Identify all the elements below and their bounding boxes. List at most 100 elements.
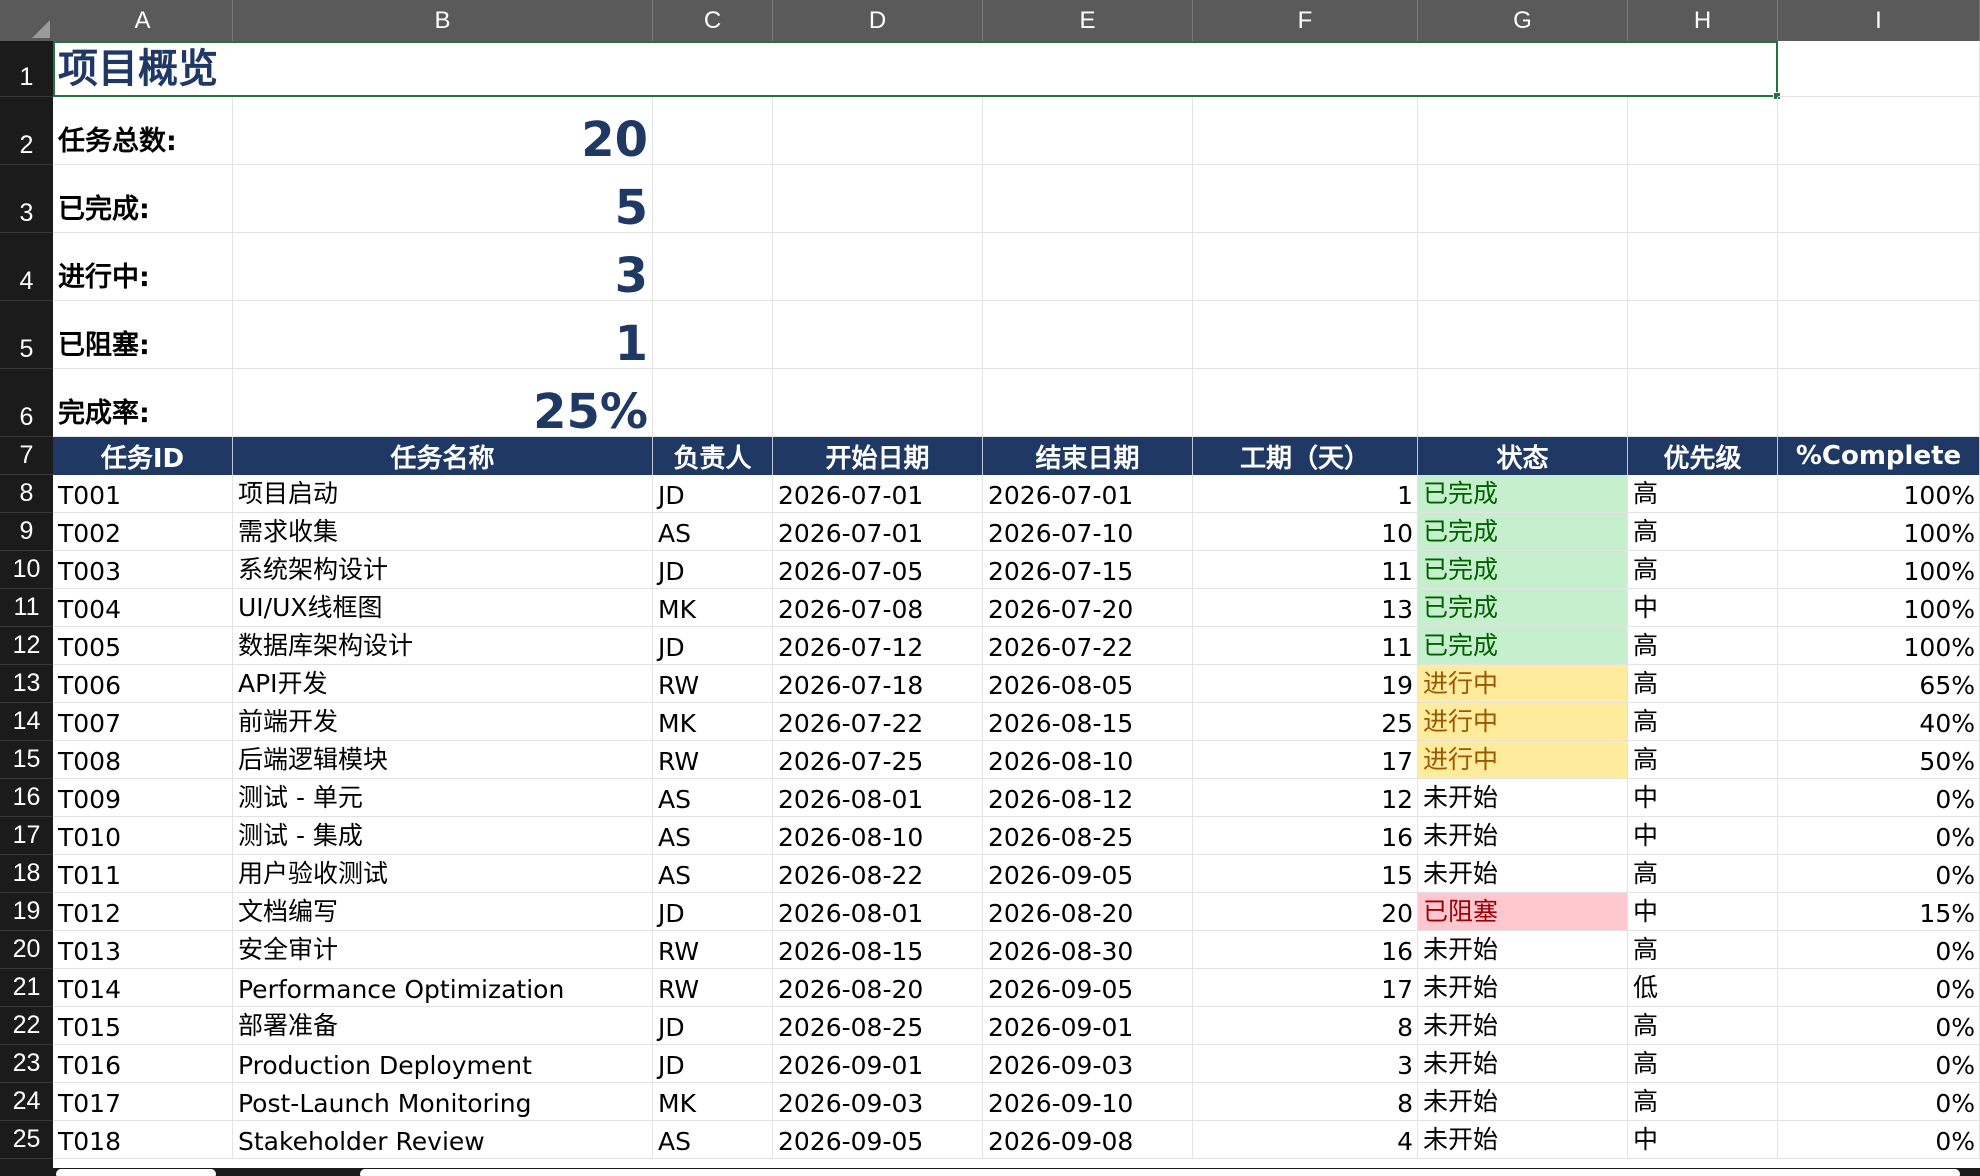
table-cell[interactable]: T003	[53, 551, 233, 589]
table-cell[interactable]: 低	[1628, 969, 1778, 1007]
row-header-4[interactable]: 4	[0, 233, 53, 301]
table-cell[interactable]: 0%	[1778, 1121, 1980, 1159]
table-cell[interactable]: 文档编写	[233, 893, 653, 931]
status-cell[interactable]: 未开始	[1418, 855, 1628, 893]
table-cell[interactable]: 1	[1193, 475, 1418, 513]
table-cell[interactable]: Post-Launch Monitoring	[233, 1083, 653, 1121]
table-cell[interactable]: T001	[53, 475, 233, 513]
status-cell[interactable]: 进行中	[1418, 703, 1628, 741]
table-header-cell[interactable]: 开始日期	[773, 437, 983, 475]
empty-cell[interactable]	[1628, 301, 1778, 369]
empty-cell[interactable]	[773, 165, 983, 233]
table-cell[interactable]: 高	[1628, 1007, 1778, 1045]
table-cell[interactable]: 2026-09-10	[983, 1083, 1193, 1121]
empty-cell[interactable]	[1418, 233, 1628, 301]
table-cell[interactable]: 中	[1628, 1121, 1778, 1159]
status-cell[interactable]: 未开始	[1418, 1045, 1628, 1083]
table-cell[interactable]: 数据库架构设计	[233, 627, 653, 665]
completed-label[interactable]: 已完成:	[53, 165, 233, 233]
blocked-label[interactable]: 已阻塞:	[53, 301, 233, 369]
table-cell[interactable]: T014	[53, 969, 233, 1007]
table-header-cell[interactable]: 负责人	[653, 437, 773, 475]
table-header-cell[interactable]: 状态	[1418, 437, 1628, 475]
table-cell[interactable]: 中	[1628, 893, 1778, 931]
sheet-tab[interactable]	[56, 1169, 216, 1176]
table-cell[interactable]: 2026-09-01	[773, 1045, 983, 1083]
table-cell[interactable]: 中	[1628, 817, 1778, 855]
row-header-23[interactable]: 23	[0, 1045, 53, 1083]
table-cell[interactable]: 17	[1193, 969, 1418, 1007]
table-cell[interactable]: 2026-08-12	[983, 779, 1193, 817]
table-cell[interactable]: 测试 - 单元	[233, 779, 653, 817]
row-header-19[interactable]: 19	[0, 893, 53, 931]
table-cell[interactable]: 0%	[1778, 779, 1980, 817]
table-cell[interactable]: T018	[53, 1121, 233, 1159]
table-cell[interactable]: 高	[1628, 513, 1778, 551]
empty-cell[interactable]	[983, 233, 1193, 301]
table-cell[interactable]: 2026-08-25	[983, 817, 1193, 855]
table-cell[interactable]: AS	[653, 855, 773, 893]
table-cell[interactable]: 2026-08-30	[983, 931, 1193, 969]
table-cell[interactable]: 2026-08-15	[983, 703, 1193, 741]
total-tasks-value[interactable]: 20	[233, 97, 653, 165]
table-cell[interactable]: 25	[1193, 703, 1418, 741]
status-cell[interactable]: 未开始	[1418, 817, 1628, 855]
table-cell[interactable]: 0%	[1778, 855, 1980, 893]
column-header-i[interactable]: I	[1778, 0, 1980, 41]
column-header-a[interactable]: A	[53, 0, 233, 41]
row-header-10[interactable]: 10	[0, 551, 53, 589]
table-cell[interactable]: 中	[1628, 589, 1778, 627]
table-cell[interactable]: 2026-09-03	[773, 1083, 983, 1121]
completed-value[interactable]: 5	[233, 165, 653, 233]
table-cell[interactable]: 2026-07-01	[773, 475, 983, 513]
table-cell[interactable]: 2026-09-05	[773, 1121, 983, 1159]
table-cell[interactable]: 100%	[1778, 475, 1980, 513]
row-header-24[interactable]: 24	[0, 1083, 53, 1121]
table-cell[interactable]: T004	[53, 589, 233, 627]
table-cell[interactable]: JD	[653, 475, 773, 513]
empty-cell[interactable]	[653, 97, 773, 165]
table-cell[interactable]: 2026-07-12	[773, 627, 983, 665]
status-cell[interactable]: 未开始	[1418, 1121, 1628, 1159]
column-header-g[interactable]: G	[1418, 0, 1628, 41]
table-cell[interactable]: 0%	[1778, 931, 1980, 969]
overview-title-cell[interactable]: 项目概览	[53, 41, 1778, 97]
table-cell[interactable]: 40%	[1778, 703, 1980, 741]
column-header-d[interactable]: D	[773, 0, 983, 41]
empty-cell[interactable]	[1778, 41, 1980, 97]
table-cell[interactable]: UI/UX线框图	[233, 589, 653, 627]
table-header-cell[interactable]: 结束日期	[983, 437, 1193, 475]
table-cell[interactable]: RW	[653, 741, 773, 779]
table-cell[interactable]: 高	[1628, 1045, 1778, 1083]
table-cell[interactable]: 2026-07-10	[983, 513, 1193, 551]
table-cell[interactable]: 高	[1628, 665, 1778, 703]
empty-cell[interactable]	[1193, 97, 1418, 165]
table-cell[interactable]: 20	[1193, 893, 1418, 931]
column-header-e[interactable]: E	[983, 0, 1193, 41]
table-cell[interactable]: AS	[653, 817, 773, 855]
table-cell[interactable]: 15	[1193, 855, 1418, 893]
row-header-5[interactable]: 5	[0, 301, 53, 369]
status-cell[interactable]: 未开始	[1418, 1083, 1628, 1121]
table-cell[interactable]: 2026-08-05	[983, 665, 1193, 703]
table-cell[interactable]: 高	[1628, 741, 1778, 779]
table-cell[interactable]: AS	[653, 513, 773, 551]
table-cell[interactable]: 0%	[1778, 1007, 1980, 1045]
table-cell[interactable]: T008	[53, 741, 233, 779]
table-header-cell[interactable]: %Complete	[1778, 437, 1980, 475]
table-cell[interactable]: 部署准备	[233, 1007, 653, 1045]
empty-cell[interactable]	[653, 369, 773, 437]
table-cell[interactable]: AS	[653, 779, 773, 817]
empty-cell[interactable]	[653, 301, 773, 369]
table-cell[interactable]: T010	[53, 817, 233, 855]
empty-cell[interactable]	[1778, 233, 1980, 301]
table-cell[interactable]: 4	[1193, 1121, 1418, 1159]
table-cell[interactable]: 2026-09-05	[983, 969, 1193, 1007]
row-header-11[interactable]: 11	[0, 589, 53, 627]
table-cell[interactable]: 2026-09-03	[983, 1045, 1193, 1083]
table-cell[interactable]: 3	[1193, 1045, 1418, 1083]
row-header-14[interactable]: 14	[0, 703, 53, 741]
empty-cell[interactable]	[1778, 369, 1980, 437]
table-cell[interactable]: 2026-07-01	[773, 513, 983, 551]
